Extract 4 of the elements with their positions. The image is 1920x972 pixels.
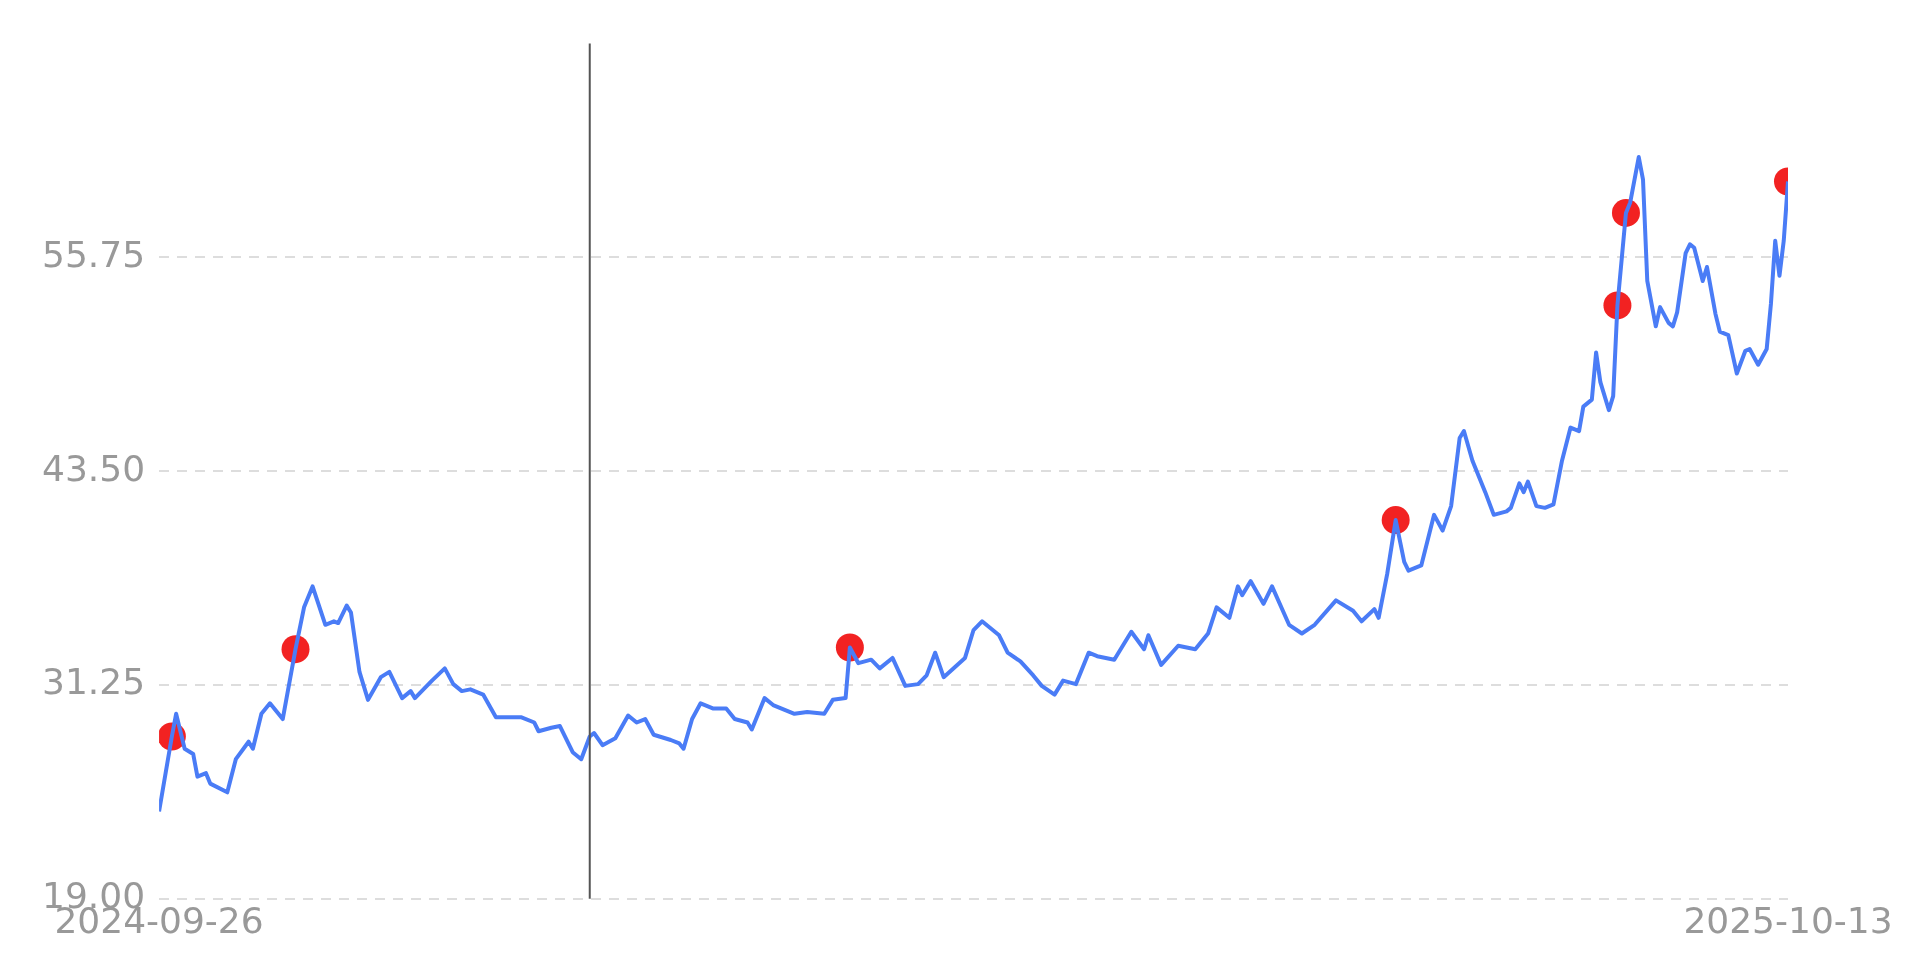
y-tick-label: 31.25 — [42, 661, 146, 703]
y-tick-label: 55.75 — [42, 233, 146, 275]
y-tick-label: 43.50 — [42, 447, 146, 489]
x-tick-label: 2025-10-13 — [1683, 899, 1893, 941]
